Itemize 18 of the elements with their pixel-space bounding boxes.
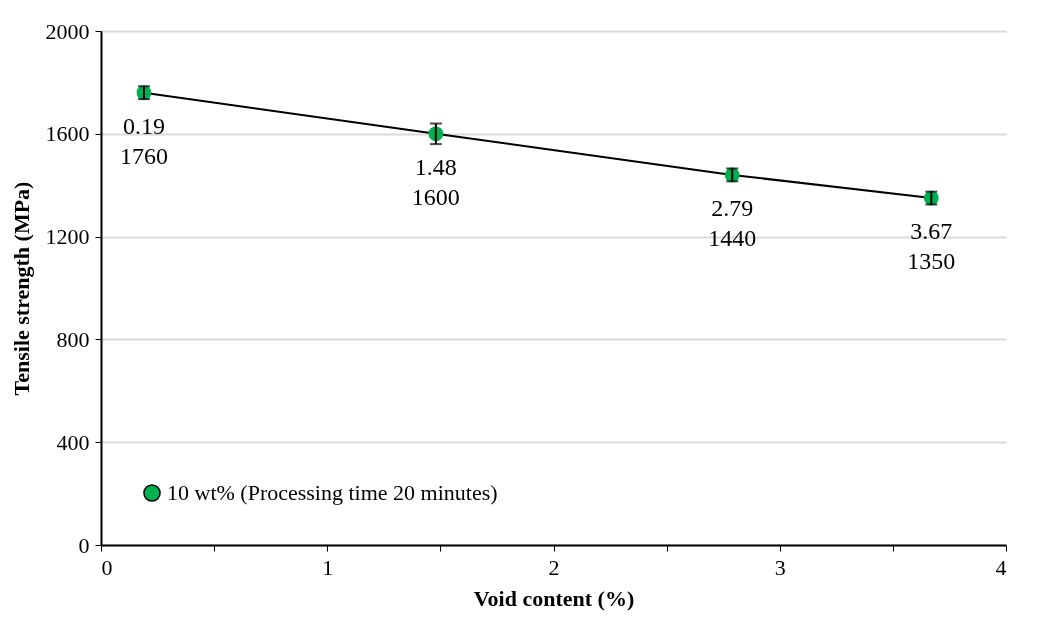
data-label: 1.48 1600 — [411, 153, 460, 210]
y-tick-label: 2000 — [45, 18, 90, 44]
y-axis-title: Tensile strength (MPa) — [8, 181, 34, 396]
x-tick-label: 0 — [101, 554, 113, 580]
data-label: 3.67 1350 — [907, 218, 956, 275]
y-tick-label: 400 — [56, 429, 90, 455]
y-tick-label: 1600 — [45, 121, 90, 147]
data-label: 0.19 1760 — [119, 112, 168, 169]
y-tick-label: 800 — [56, 326, 90, 352]
x-tick-label: 3 — [774, 554, 786, 580]
x-axis-title: Void content (%) — [473, 585, 635, 611]
x-tick-label: 2 — [548, 554, 560, 580]
x-tick-label: 1 — [322, 554, 334, 580]
x-tick-label: 4 — [995, 554, 1007, 580]
legend-label: 10 wt% (Processing time 20 minutes) — [167, 480, 498, 505]
data-label: 2.79 1440 — [708, 194, 757, 251]
y-tick-label: 0 — [78, 532, 90, 558]
y-tick-label: 1200 — [45, 224, 90, 250]
